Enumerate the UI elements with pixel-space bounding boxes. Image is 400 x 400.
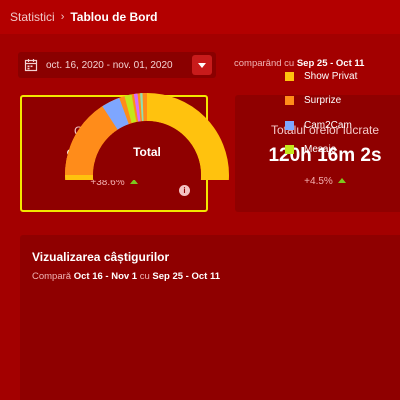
chevron-down-icon xyxy=(198,62,206,68)
legend-swatch xyxy=(285,145,294,155)
legend-swatch xyxy=(285,71,294,81)
compare-period-text: comparând cu Sep 25 - Oct 11 xyxy=(234,58,364,69)
donut-slice-mesaje[interactable] xyxy=(124,94,137,124)
breadcrumb-parent-link[interactable]: Statistici xyxy=(10,10,55,24)
hours-card-change: +4.5% xyxy=(235,176,400,187)
arrow-up-icon xyxy=(129,179,138,184)
hours-change-value: +4.5% xyxy=(304,176,333,187)
breadcrumb: Statistici › Tablou de Bord xyxy=(0,0,400,34)
hours-card-value: 120h 16m 2s xyxy=(268,145,382,166)
legend-item[interactable]: Cam2Cam xyxy=(285,113,357,138)
date-range-text: oct. 16, 2020 - nov. 01, 2020 xyxy=(46,59,173,71)
legend-swatch xyxy=(285,120,294,130)
hours-card[interactable]: Totalul orelor lucrate 120h 16m 2s +4.5% xyxy=(235,95,400,212)
donut-hole xyxy=(93,121,201,180)
date-range-picker[interactable]: oct. 16, 2020 - nov. 01, 2020 xyxy=(18,52,216,78)
donut-slice-cam2cam[interactable] xyxy=(102,97,130,130)
arrow-up-icon xyxy=(337,178,346,183)
earnings-card-change: +38.6% xyxy=(22,177,206,188)
panel-sub-range2: Sep 25 - Oct 11 xyxy=(152,271,220,282)
chart-legend: Show Privat Surprize Cam2Cam Mesaje xyxy=(285,64,357,162)
compare-prefix: comparând cu xyxy=(234,58,295,69)
legend-swatch xyxy=(285,96,294,106)
panel-title: Vizualizarea câștigurilor xyxy=(32,250,170,264)
panel-sub-mid: cu xyxy=(139,271,150,282)
earnings-visualization-panel: Vizualizarea câștigurilor Comparǎ Oct 16… xyxy=(20,235,400,400)
page-title: Tablou de Bord xyxy=(70,10,158,24)
legend-label: Surprize xyxy=(304,95,342,107)
donut-center-label: Total xyxy=(133,145,161,159)
legend-label: Show Privat xyxy=(304,70,358,82)
earnings-donut-chart xyxy=(65,93,229,180)
panel-sub-range1: Oct 16 - Nov 1 xyxy=(73,271,138,282)
info-icon[interactable]: i xyxy=(179,185,190,196)
panel-sub-prefix: Comparǎ xyxy=(32,271,72,282)
legend-item[interactable]: Surprize xyxy=(285,89,357,114)
compare-range: Sep 25 - Oct 11 xyxy=(296,58,365,69)
breadcrumb-separator: › xyxy=(60,11,65,23)
date-dropdown-button[interactable] xyxy=(192,55,212,75)
legend-item[interactable]: Mesaje xyxy=(285,138,357,163)
panel-subtitle: Comparǎ Oct 16 - Nov 1 cu Sep 25 - Oct 1… xyxy=(32,271,220,282)
legend-label: Mesaje xyxy=(304,144,337,156)
calendar-icon xyxy=(24,58,38,72)
earnings-change-value: +38.6% xyxy=(90,177,125,188)
legend-label: Cam2Cam xyxy=(304,119,352,131)
hours-card-label: Totalul orelor lucrate xyxy=(270,123,380,137)
legend-item[interactable]: Show Privat xyxy=(285,64,357,89)
